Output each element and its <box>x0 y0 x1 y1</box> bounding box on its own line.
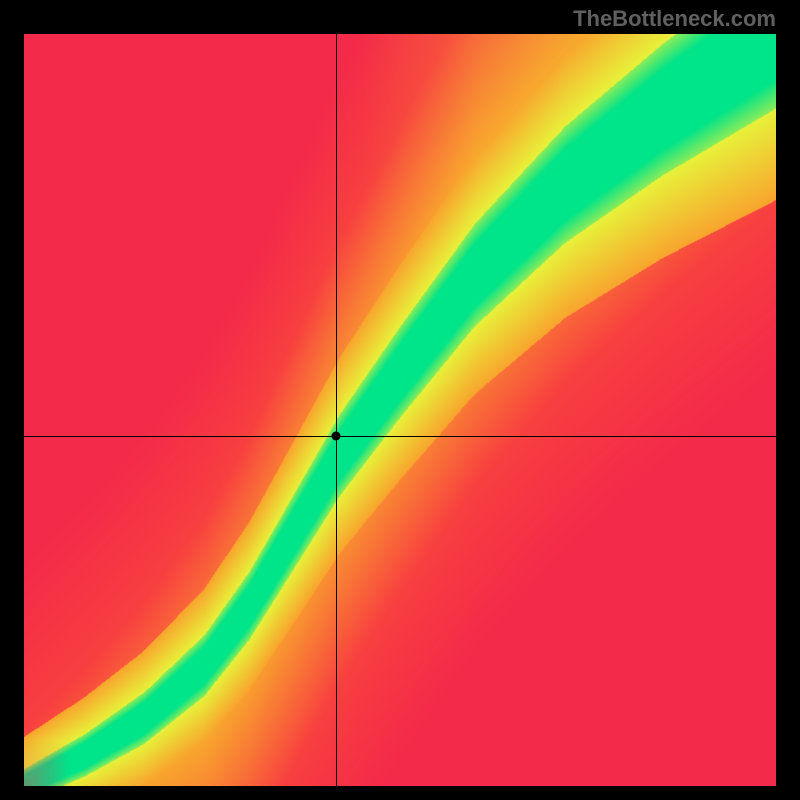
crosshair-horizontal <box>24 436 776 437</box>
heatmap-canvas <box>24 34 776 786</box>
crosshair-marker <box>332 432 341 441</box>
crosshair-vertical <box>336 34 337 786</box>
heatmap-container <box>24 34 776 786</box>
watermark-text: TheBottleneck.com <box>573 6 776 32</box>
